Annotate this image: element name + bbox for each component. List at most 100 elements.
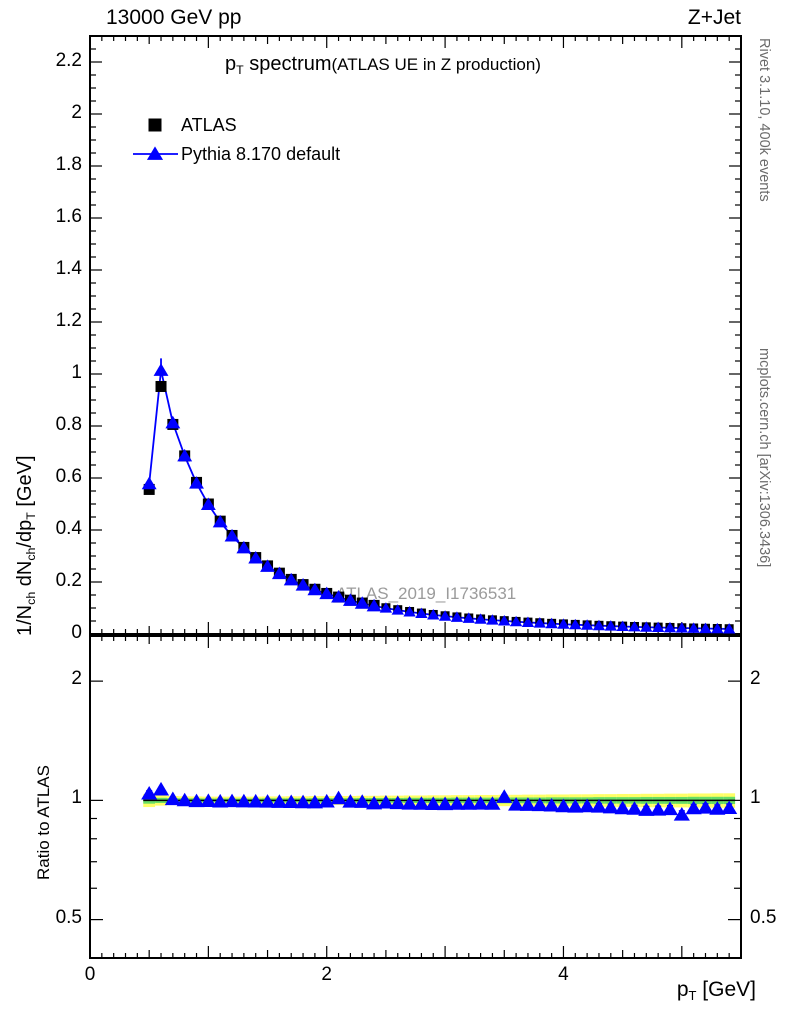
mc-marker-triangle xyxy=(354,596,370,609)
legend-marker-triangle xyxy=(146,146,164,160)
ratio-marker-triangle xyxy=(709,801,726,815)
ratio-y-tick-label-left: 2 xyxy=(71,668,82,690)
mc-marker-triangle xyxy=(474,613,487,624)
mc-marker-triangle xyxy=(438,610,452,621)
ratio-marker-triangle xyxy=(543,797,560,812)
mc-marker-triangle xyxy=(640,621,653,632)
mc-marker-triangle xyxy=(498,615,511,626)
mc-marker-triangle xyxy=(248,551,264,564)
ratio-marker-triangle xyxy=(330,790,347,805)
ratio-marker-triangle xyxy=(496,789,513,803)
ratio-marker-triangle xyxy=(212,793,229,808)
ratio-y-tick-label-right: 0.5 xyxy=(750,906,777,928)
analysis-watermark: ATLAS_2019_I1736531 xyxy=(336,584,517,603)
mc-marker-triangle xyxy=(307,582,323,596)
mc-marker-triangle xyxy=(427,609,440,620)
ratio-marker-triangle xyxy=(425,796,442,810)
ratio-marker-triangle xyxy=(602,799,619,814)
panel-border xyxy=(89,35,742,635)
ratio-marker-triangle xyxy=(188,793,205,808)
xlabel-pt: pT xyxy=(676,978,697,1003)
x-tick-label: 0 xyxy=(84,964,96,985)
ratio-marker-triangle xyxy=(354,794,371,808)
ratio-y-tick-label-left: 0.5 xyxy=(55,906,82,928)
main-y-tick-label: 2 xyxy=(71,102,82,123)
mc-marker-triangle xyxy=(675,622,689,633)
main-y-tick-label: 1 xyxy=(71,362,82,383)
title-paren: (ATLAS UE in Z production) xyxy=(331,55,541,74)
mc-marker-triangle xyxy=(651,621,665,633)
main-y-tick-label: 0.8 xyxy=(55,414,82,435)
ratio-marker-triangle xyxy=(519,797,537,811)
mc-marker-triangle xyxy=(545,617,558,629)
ratio-marker-triangle xyxy=(437,796,454,811)
mc-marker-triangle xyxy=(189,476,204,489)
mc-marker-triangle xyxy=(580,619,594,630)
ratio-marker-triangle xyxy=(579,798,596,813)
ratio-marker-triangle xyxy=(626,801,643,815)
mc-marker-triangle xyxy=(628,620,641,632)
mc-marker-triangle xyxy=(403,606,416,617)
mc-marker-triangle xyxy=(711,622,724,634)
legend-label-pythia: Pythia 8.170 default xyxy=(181,144,341,164)
ratio-marker-triangle xyxy=(283,794,300,809)
mc-curve xyxy=(148,370,730,630)
ratio-marker-triangle xyxy=(650,802,667,816)
mc-marker-triangle xyxy=(200,497,216,510)
header-process: Z+Jet xyxy=(687,6,741,29)
ratio-marker-triangle xyxy=(697,800,714,814)
data-marker-square xyxy=(155,380,167,392)
mc-marker-triangle xyxy=(521,616,535,627)
ratio-marker-triangle xyxy=(448,796,465,810)
ratio-marker-triangle xyxy=(389,795,406,810)
main-y-tick-label: 0.2 xyxy=(55,570,82,591)
mc-marker-triangle xyxy=(462,612,475,623)
xlabel-unit: [GeV] xyxy=(696,978,756,1001)
ratio-marker-triangle xyxy=(271,794,288,808)
plot-title: pT spectrum(ATLAS UE in Z production) xyxy=(225,53,541,77)
mc-marker-triangle xyxy=(177,448,193,462)
ratio-marker-triangle xyxy=(259,794,276,808)
main-y-tick-label: 0.4 xyxy=(55,518,82,539)
mc-marker-triangle xyxy=(509,615,523,627)
ratio-marker-triangle xyxy=(721,800,738,815)
mc-marker-triangle xyxy=(687,622,700,633)
ratio-marker-triangle xyxy=(401,796,418,810)
title-pt: pT xyxy=(225,53,244,77)
mc-marker-triangle xyxy=(592,619,606,631)
mc-marker-triangle xyxy=(260,559,275,572)
ratio-marker-triangle xyxy=(342,794,359,808)
ratio-marker-triangle xyxy=(590,799,608,813)
ratio-marker-triangle xyxy=(472,796,489,810)
mc-marker-triangle xyxy=(533,617,546,628)
legend-markers xyxy=(133,118,178,160)
ratio-marker-triangle xyxy=(460,796,477,810)
mc-marker-triangle xyxy=(486,614,499,625)
ratio-marker-triangle xyxy=(413,796,430,810)
x-tick-label: 2 xyxy=(321,964,332,985)
main-panel-data xyxy=(141,358,736,634)
mc-marker-triangle xyxy=(569,618,582,630)
ratio-marker-triangle xyxy=(673,807,690,821)
ratio-marker-triangle xyxy=(555,798,572,813)
mc-marker-triangle xyxy=(450,611,464,622)
ratio-marker-triangle xyxy=(235,793,252,808)
main-y-tick-label: 1.8 xyxy=(55,154,82,175)
mc-marker-triangle xyxy=(722,623,736,634)
mc-marker-triangle xyxy=(141,476,157,490)
ratio-marker-triangle xyxy=(661,801,679,816)
ratio-marker-triangle xyxy=(685,800,702,815)
mc-marker-triangle xyxy=(295,578,311,591)
main-y-tick-label: 0 xyxy=(71,622,82,643)
ratio-y-tick-label-left: 1 xyxy=(71,787,82,809)
mc-marker-triangle xyxy=(283,572,299,586)
main-y-tick-label: 1.4 xyxy=(55,258,82,279)
main-y-tick-label: 1.2 xyxy=(55,310,82,331)
ratio-marker-triangle xyxy=(176,792,193,807)
mc-marker-triangle xyxy=(165,415,181,429)
mc-marker-triangle xyxy=(415,607,428,619)
ratio-panel-data xyxy=(141,781,738,821)
header-collision-energy: 13000 GeV pp xyxy=(106,6,242,29)
mc-marker-triangle xyxy=(224,528,240,542)
mc-marker-triangle xyxy=(236,540,252,554)
